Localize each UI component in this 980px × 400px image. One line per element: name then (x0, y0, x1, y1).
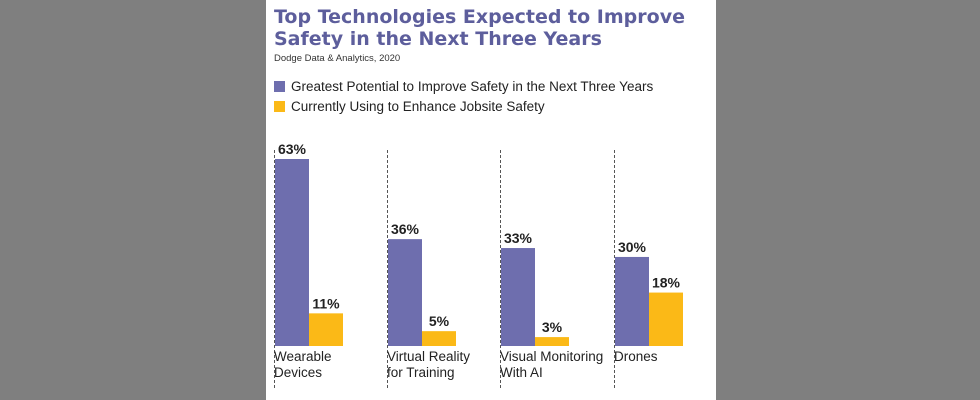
bar-virtual-reality-currently-using (422, 331, 456, 346)
data-label-wearable-devices-greatest-potential: 63% (278, 141, 307, 157)
category-label-line: Wearable (274, 349, 332, 364)
category-label-line: With AI (500, 365, 543, 380)
data-label-drones-greatest-potential: 30% (618, 239, 647, 255)
chart-title-line-2: Safety in the Next Three Years (274, 28, 602, 50)
category-label-line: Devices (274, 365, 323, 380)
category-label-line: Drones (614, 349, 658, 364)
data-label-drones-currently-using: 18% (652, 275, 681, 291)
legend-item-currently-using: Currently Using to Enhance Jobsite Safet… (274, 98, 545, 114)
bar-wearable-devices-currently-using (309, 313, 343, 346)
legend-swatch-greatest-potential (274, 80, 285, 92)
category-label-line: Visual Monitoring (500, 349, 604, 364)
data-label-visual-monitoring-currently-using: 3% (542, 319, 563, 335)
category-label-visual-monitoring: Visual Monitoring With AI (500, 349, 612, 381)
bar-drones-currently-using (649, 292, 683, 346)
category-label-line: for Training (387, 365, 455, 380)
chart-title: Top Technologies Expected to Improve Saf… (274, 6, 704, 50)
legend-item-greatest-potential: Greatest Potential to Improve Safety in … (274, 78, 653, 94)
legend-swatch-currently-using (274, 100, 285, 112)
data-label-visual-monitoring-greatest-potential: 33% (504, 230, 533, 246)
category-label-line: Virtual Reality (387, 349, 471, 364)
bar-visual-monitoring-greatest-potential (501, 248, 535, 346)
chart-source: Dodge Data & Analytics, 2020 (274, 53, 401, 64)
data-label-virtual-reality-currently-using: 5% (429, 313, 450, 329)
bar-wearable-devices-greatest-potential (275, 159, 309, 346)
bar-virtual-reality-greatest-potential (388, 239, 422, 346)
legend-label-currently-using: Currently Using to Enhance Jobsite Safet… (291, 98, 545, 114)
chart-panel: Top Technologies Expected to Improve Saf… (266, 0, 716, 400)
bar-visual-monitoring-currently-using (535, 337, 569, 346)
category-label-wearable-devices: Wearable Devices (274, 349, 386, 381)
legend-label-greatest-potential: Greatest Potential to Improve Safety in … (291, 78, 654, 94)
data-label-wearable-devices-currently-using: 11% (312, 295, 340, 311)
bar-plot: 63% 11% 36% 5% 33% 3% 30% 18% (274, 141, 683, 388)
bar-drones-greatest-potential (615, 256, 649, 346)
data-label-virtual-reality-greatest-potential: 36% (391, 221, 420, 237)
category-label-drones: Drones (614, 349, 726, 365)
category-label-virtual-reality: Virtual Reality for Training (387, 349, 499, 381)
chart-title-line-1: Top Technologies Expected to Improve (274, 6, 685, 28)
